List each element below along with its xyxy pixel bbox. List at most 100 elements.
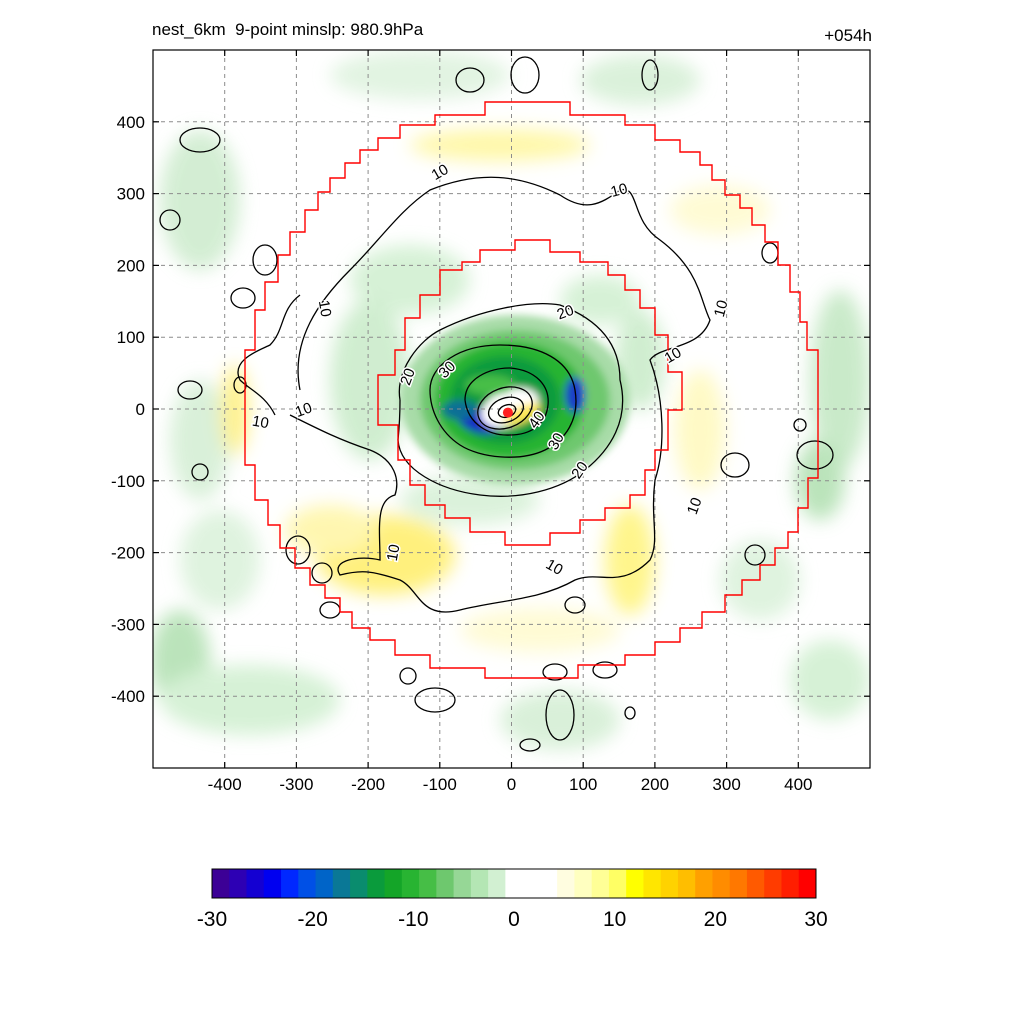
- contour-blob: [542, 663, 568, 681]
- colorbar-tick-label: 0: [508, 908, 520, 931]
- contour-10-west: [237, 294, 301, 416]
- colorbar-swatch: [212, 869, 230, 898]
- y-tick-label: 200: [117, 256, 145, 275]
- contour-blob: [564, 596, 586, 614]
- colorbar-swatch: [436, 869, 455, 898]
- y-tick-label: 400: [117, 113, 145, 132]
- contour-blob: [230, 287, 256, 309]
- colorbar-swatch: [367, 869, 386, 898]
- colorbar-swatch: [660, 869, 679, 898]
- colorbar-swatch: [246, 869, 265, 898]
- y-tick-label: -300: [111, 615, 145, 634]
- colorbar-swatch: [764, 869, 782, 898]
- contour-label: 10: [384, 543, 404, 562]
- contour-blob: [177, 380, 203, 400]
- x-tick-label: 300: [712, 775, 740, 794]
- contour-40: [464, 367, 549, 436]
- colorbar-swatch: [315, 869, 334, 898]
- y-tick-label: 300: [117, 185, 145, 204]
- contour-blob: [311, 562, 333, 584]
- contour-blob: [455, 67, 485, 93]
- contour-blob: [191, 463, 209, 481]
- y-tick-label: -400: [111, 687, 145, 706]
- contour-label: 10: [315, 299, 335, 318]
- colorbar-swatch: [574, 869, 593, 898]
- contour-blob: [720, 452, 750, 478]
- contour-blob: [179, 127, 221, 153]
- colorbar-swatch: [712, 869, 731, 898]
- axes: -400 -300 -200 -100 0 100 200 300 40040030020010…: [111, 50, 870, 794]
- colorbar-swatch: [746, 869, 765, 898]
- contour-blob: [159, 209, 181, 231]
- colorbar-swatch: [453, 869, 472, 898]
- x-tick-label: 100: [569, 775, 597, 794]
- colorbar-tick-label: 20: [704, 908, 727, 931]
- colorbar-swatch: [591, 869, 610, 898]
- colorbar-swatch: [263, 869, 282, 898]
- contour-blob: [414, 687, 456, 713]
- forecast-hour-label: +054h: [824, 26, 872, 45]
- contour-blob: [510, 56, 540, 94]
- y-tick-label: 0: [136, 400, 145, 419]
- colorbar-tick-label: -10: [398, 908, 428, 931]
- y-tick-label: 100: [117, 328, 145, 347]
- colorbar-swatch: [695, 869, 713, 898]
- colorbar: -30 -20 -10 0 10 20 30: [197, 868, 828, 931]
- y-tick-label: -100: [111, 472, 145, 491]
- x-tick-label: 200: [641, 775, 669, 794]
- colorbar-swatch: [643, 869, 662, 898]
- colorbar-swatch: [229, 869, 248, 898]
- contour-30: [429, 344, 577, 458]
- nest-boundaries: [244, 101, 819, 679]
- colorbar-swatch: [677, 869, 696, 898]
- colorbar-swatch: [626, 869, 644, 898]
- colorbar-swatch: [332, 869, 351, 898]
- x-tick-label: 0: [507, 775, 516, 794]
- contour-blob: [592, 661, 618, 679]
- colorbar-tick-label: -30: [197, 908, 227, 931]
- colorbar-swatch: [419, 869, 437, 898]
- contour-blob: [624, 706, 636, 720]
- colorbar-swatch: [470, 869, 489, 898]
- contour-blob: [796, 440, 834, 470]
- contour-lines: [159, 56, 834, 752]
- contour-blob: [252, 244, 278, 276]
- contour-blob: [519, 738, 541, 752]
- x-tick-label: -400: [208, 775, 242, 794]
- storm-center-marker: [502, 407, 513, 418]
- contour-blob: [793, 418, 807, 432]
- colorbar-swatch: [401, 869, 420, 898]
- colorbar-tick-label: 10: [603, 908, 626, 931]
- colorbar-swatch: [729, 869, 748, 898]
- contour-label: 10: [711, 298, 732, 319]
- contour-label: 10: [251, 413, 270, 433]
- contour-blob: [399, 667, 417, 685]
- contour-blob: [233, 376, 247, 394]
- y-tick-label: -200: [111, 544, 145, 563]
- contour-blob: [545, 689, 575, 741]
- colorbar-swatch: [505, 869, 524, 898]
- colorbar-swatch: [539, 869, 558, 898]
- colorbar-frame: [211, 868, 817, 899]
- colorbar-swatch: [522, 869, 541, 898]
- x-tick-label: 400: [784, 775, 812, 794]
- colorbar-tick-label: -20: [297, 908, 327, 931]
- contour-blob: [285, 535, 311, 565]
- contour-20: [397, 303, 624, 497]
- colorbar-swatch: [488, 869, 506, 898]
- contour-eye-2: [487, 396, 525, 424]
- chart-title: nest_6km 9-point minslp: 980.9hPa: [152, 20, 424, 39]
- contour-blob: [641, 59, 659, 91]
- contour-blob: [744, 544, 766, 566]
- colorbar-swatch: [608, 869, 627, 898]
- nest-boundary-outer: [244, 101, 819, 679]
- colorbar-swatch: [781, 869, 800, 898]
- nest-boundary-inner: [377, 239, 683, 546]
- x-tick-label: -100: [423, 775, 457, 794]
- contour-eye-1: [477, 386, 533, 430]
- x-tick-label: -300: [279, 775, 313, 794]
- contour-label: 10: [609, 180, 630, 201]
- colorbar-swatch: [298, 869, 317, 898]
- colorbar-swatch: [281, 869, 299, 898]
